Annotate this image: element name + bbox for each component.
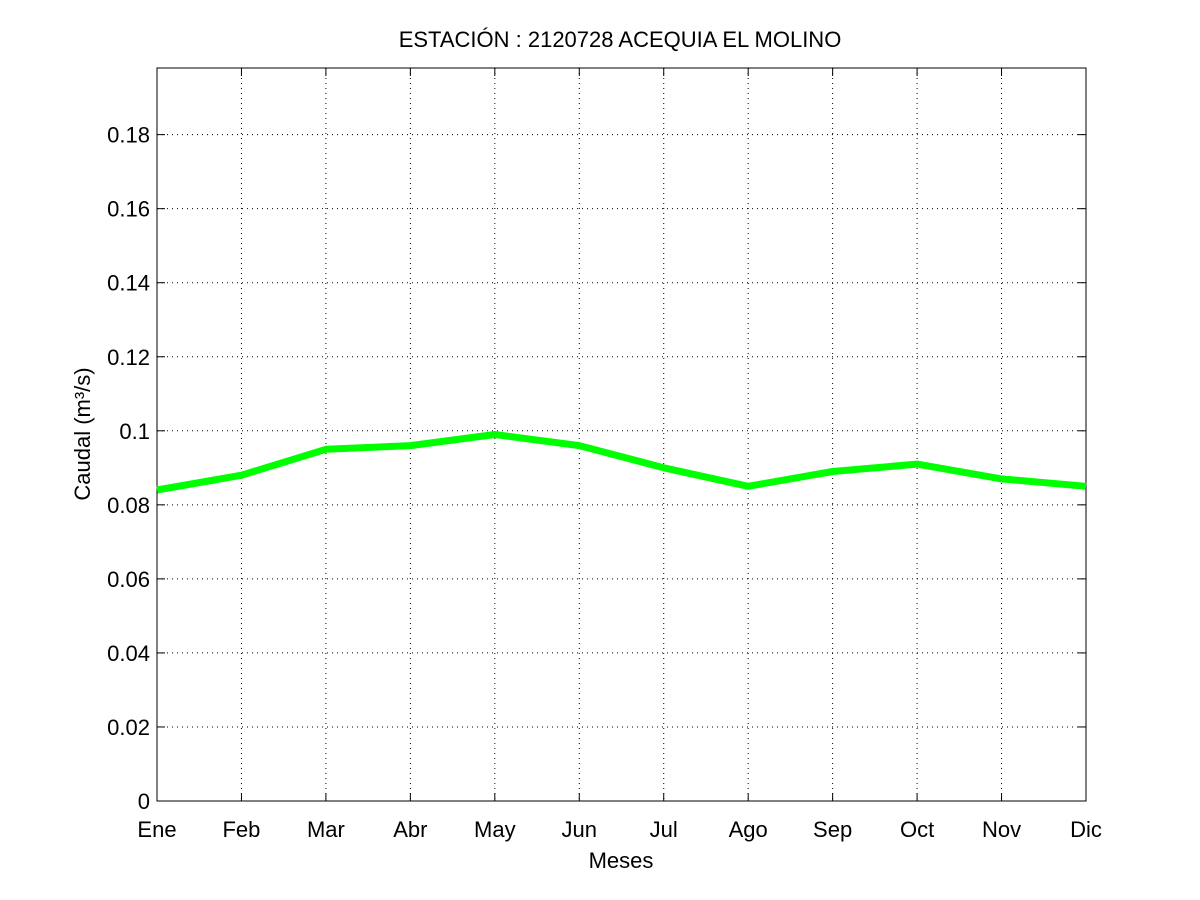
grid bbox=[157, 68, 1086, 801]
x-tick-label: Ene bbox=[137, 817, 176, 842]
x-tick-label: Jun bbox=[562, 817, 597, 842]
series-layer bbox=[156, 431, 1087, 494]
x-tick-label: Feb bbox=[222, 817, 260, 842]
x-tick-label: Oct bbox=[900, 817, 934, 842]
x-axis-tick-labels: Ene Feb Mar Abr May Jun Jul Ago Sep Oct Nov Dic bbox=[137, 817, 1101, 842]
y-tick-label: 0.16 bbox=[107, 197, 150, 222]
x-tick-label: Abr bbox=[393, 817, 427, 842]
y-tick-label: 0.02 bbox=[107, 715, 150, 740]
x-tick-label: Mar bbox=[307, 817, 345, 842]
y-tick-label: 0 bbox=[138, 789, 150, 814]
y-tick-label: 0.18 bbox=[107, 123, 150, 148]
y-tick-label: 0.14 bbox=[107, 271, 150, 296]
y-tick-label: 0.08 bbox=[107, 493, 150, 518]
y-tick-label: 0.1 bbox=[119, 419, 150, 444]
x-tick-label: Sep bbox=[813, 817, 852, 842]
y-tick-label: 0.12 bbox=[107, 345, 150, 370]
y-axis-tick-labels: 0 0.02 0.04 0.06 0.08 0.1 0.12 0.14 0.16 0.18 bbox=[107, 123, 150, 814]
y-tick-label: 0.06 bbox=[107, 567, 150, 592]
x-tick-label: Nov bbox=[982, 817, 1021, 842]
x-tick-label: Jul bbox=[650, 817, 678, 842]
plot-area-frame bbox=[156, 67, 1087, 802]
tick-marks bbox=[156, 68, 1087, 802]
x-tick-label: Dic bbox=[1070, 817, 1102, 842]
x-tick-label: Ago bbox=[729, 817, 768, 842]
y-axis-title: Caudal (m³/s) bbox=[70, 367, 95, 500]
x-tick-label: May bbox=[474, 817, 516, 842]
chart-title: ESTACIÓN : 2120728 ACEQUIA EL MOLINO bbox=[399, 27, 842, 52]
x-axis-title: Meses bbox=[589, 848, 654, 873]
y-tick-label: 0.04 bbox=[107, 641, 150, 666]
series-line bbox=[156, 431, 1087, 494]
